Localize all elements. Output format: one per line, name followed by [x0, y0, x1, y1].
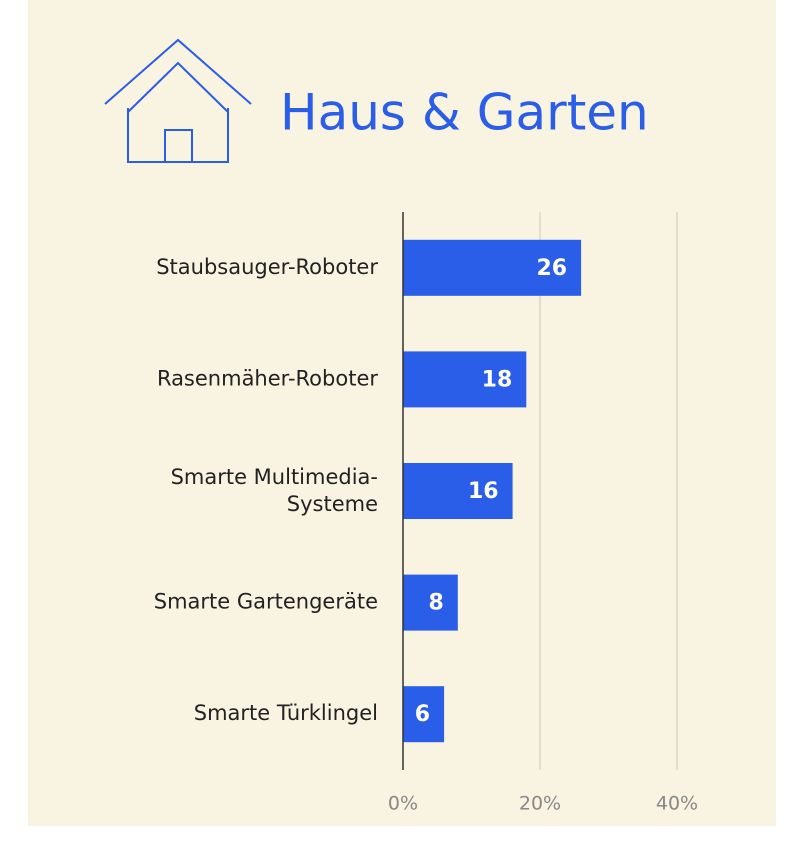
x-tick-label: 0%: [388, 793, 418, 815]
bar: [403, 463, 513, 519]
panel: [28, 0, 776, 826]
data-label: 18: [482, 367, 513, 392]
x-tick-label: 40%: [656, 793, 698, 815]
y-tick-label: Smarte Gartengeräte: [154, 590, 378, 614]
chart-title: Haus & Garten: [280, 84, 649, 142]
data-label: 26: [536, 256, 567, 281]
data-label: 16: [468, 479, 499, 504]
x-tick-label: 20%: [519, 793, 561, 815]
y-tick-label: Rasenmäher-Roboter: [157, 366, 378, 390]
data-label: 6: [415, 702, 430, 727]
bar: [403, 574, 458, 631]
y-tick-label: Smarte Multimedia- Systeme: [171, 465, 378, 516]
y-tick-label: Smarte Türklingel: [194, 701, 378, 725]
bar: [403, 351, 527, 408]
y-tick-label: Staubsauger-Roboter: [156, 255, 378, 279]
bar: [403, 686, 445, 743]
house-icon: [104, 38, 252, 163]
data-label: 8: [428, 591, 443, 616]
label-line: Systeme: [287, 492, 378, 516]
bar: [403, 239, 582, 296]
label-line: Smarte Multimedia-: [171, 465, 378, 489]
